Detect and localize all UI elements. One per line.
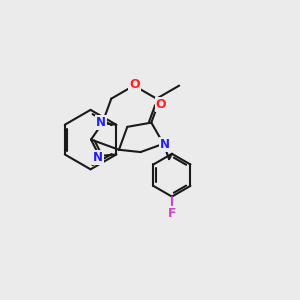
Text: N: N: [160, 138, 170, 152]
Text: O: O: [129, 79, 140, 92]
Text: F: F: [168, 207, 176, 220]
Text: N: N: [96, 116, 106, 129]
Text: O: O: [156, 98, 166, 111]
Text: N: N: [93, 151, 103, 164]
